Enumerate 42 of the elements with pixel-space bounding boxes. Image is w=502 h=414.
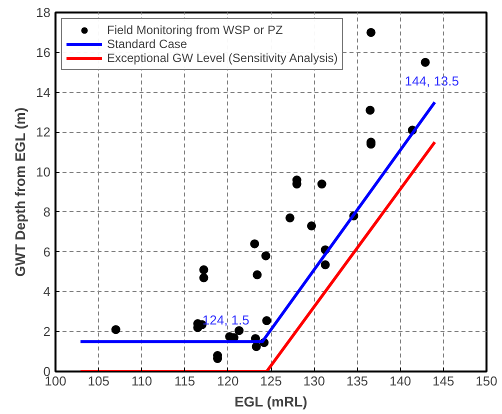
point xyxy=(285,213,294,222)
point xyxy=(252,342,261,352)
x-axis-title: EGL (mRL) xyxy=(234,394,308,410)
y-tick-label: 6 xyxy=(43,244,51,260)
x-tick-label: 145 xyxy=(432,374,454,388)
point xyxy=(252,270,262,280)
y-tick-label: 4 xyxy=(43,284,51,300)
x-tick-label: 110 xyxy=(131,374,152,388)
legend-label: Exceptional GW Level (Sensitivity Analysis) xyxy=(107,51,338,65)
point xyxy=(261,251,270,260)
point xyxy=(111,325,120,334)
point xyxy=(250,239,260,248)
y-axis-title: GWT Depth from EGL (m) xyxy=(12,107,28,277)
x-tick-label: 105 xyxy=(88,374,110,388)
x-tick-label: 115 xyxy=(174,374,196,388)
annotation: 124, 1.5 xyxy=(202,312,250,328)
x-tick-label: 130 xyxy=(303,374,325,388)
point xyxy=(307,221,316,230)
x-tick-label: 120 xyxy=(217,374,239,388)
point xyxy=(262,316,272,326)
y-tick-label: 10 xyxy=(36,164,51,180)
point xyxy=(366,106,375,115)
x-tick-label: 150 xyxy=(476,374,498,388)
point xyxy=(317,180,326,189)
point xyxy=(234,326,244,336)
y-tick-label: 12 xyxy=(36,124,51,140)
y-tick-label: 16 xyxy=(36,44,51,60)
legend-label: Standard Case xyxy=(107,37,188,51)
point xyxy=(199,265,208,274)
legend-label: Field Monitoring from WSP or PZ xyxy=(107,23,283,37)
x-tick-label: 125 xyxy=(260,374,282,388)
point xyxy=(199,273,208,282)
point xyxy=(366,28,376,37)
y-tick-label: 2 xyxy=(43,324,51,340)
annotation: 144, 13.5 xyxy=(404,73,459,88)
y-tick-label: 14 xyxy=(36,84,51,100)
y-tick-label: 8 xyxy=(43,204,51,220)
y-tick-label: 18 xyxy=(36,5,51,20)
point xyxy=(320,260,330,270)
x-tick-label: 135 xyxy=(346,374,368,388)
point xyxy=(420,58,430,67)
x-tick-label: 140 xyxy=(389,374,412,388)
